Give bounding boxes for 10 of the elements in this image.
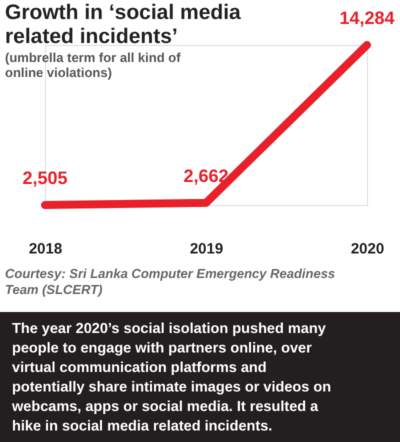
x-tick-label: 2018 (28, 240, 62, 258)
text: Courtesy: Sri Lanka Computer Emergency Readiness Team (SLCERT) (5, 266, 336, 297)
chart-title: Growth in ‘social media related incidents’ (5, 1, 242, 48)
text: (umbrella term for all kind of online violations) (5, 50, 182, 80)
data-label: 14,284 (339, 8, 395, 28)
x-tick-label: 2020 (350, 240, 384, 258)
x-tick-label: 2019 (190, 240, 224, 258)
text: The year 2020’s social isolation pushed many people to engage with partners online, over virtual communication platforms and potentially share intimate images or videos on webcams, apps or social media. It resulted a hike in social media related incidents. (11, 321, 332, 434)
data-label: 2,662 (183, 166, 229, 186)
data-label: 2,505 (22, 168, 68, 188)
